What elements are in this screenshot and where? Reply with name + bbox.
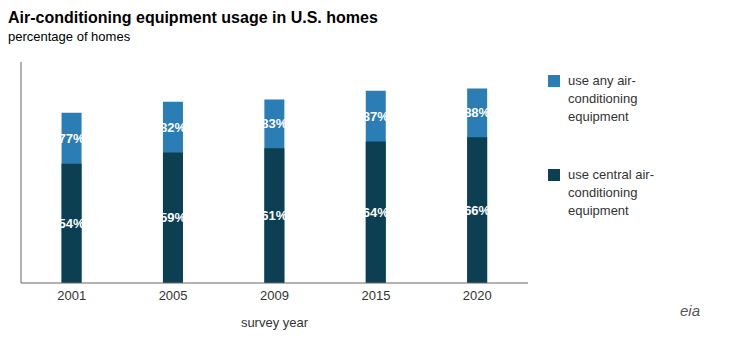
svg-text:66%: 66%	[464, 203, 490, 218]
svg-text:2009: 2009	[260, 288, 289, 303]
svg-text:61%: 61%	[261, 208, 287, 223]
svg-text:2015: 2015	[361, 288, 390, 303]
svg-text:2005: 2005	[159, 288, 188, 303]
html-text:use central air-conditioning e: use central air-conditioning equipment	[568, 167, 654, 218]
html-text:use any air-conditioning equip: use any air-conditioning equipment	[568, 73, 638, 124]
svg-text:64%: 64%	[363, 205, 389, 220]
html-text:eia: eia	[680, 302, 700, 319]
svg-text:survey year: survey year	[241, 315, 309, 330]
svg-text:77%: 77%	[59, 131, 85, 146]
svg-text:82%: 82%	[160, 120, 186, 135]
svg-text:83%: 83%	[261, 116, 287, 131]
svg-text:2020: 2020	[463, 288, 492, 303]
html-text:Air-conditioning equipment usa: Air-conditioning equipment usage in U.S.…	[8, 9, 378, 26]
svg-text:2001: 2001	[57, 288, 86, 303]
svg-text:54%: 54%	[59, 216, 85, 231]
svg-text:88%: 88%	[464, 105, 490, 120]
html-text:percentage of homes: percentage of homes	[8, 29, 131, 44]
svg-text:59%: 59%	[160, 210, 186, 225]
svg-text:87%: 87%	[363, 109, 389, 124]
